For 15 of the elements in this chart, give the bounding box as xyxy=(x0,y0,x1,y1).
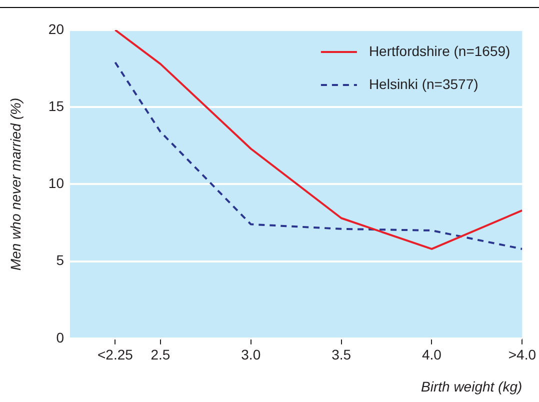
y-axis-title: Men who never married (%) xyxy=(7,98,24,271)
x-axis-title: Birth weight (kg) xyxy=(421,378,522,394)
y-tick-label: 10 xyxy=(48,175,64,192)
legend-label: Helsinki (n=3577) xyxy=(368,76,478,92)
x-tick-label: <2.25 xyxy=(98,346,134,363)
x-tick-label: 4.0 xyxy=(422,346,442,363)
x-tick-label: 2.5 xyxy=(150,346,170,363)
y-tick-label: 5 xyxy=(56,252,64,268)
y-tick-label: 20 xyxy=(48,20,64,37)
y-tick-label: 0 xyxy=(56,329,64,346)
x-tick-label: 3.0 xyxy=(241,346,261,363)
x-tick-label: 3.5 xyxy=(332,346,352,363)
legend-label: Hertfordshire (n=1659) xyxy=(368,42,510,59)
y-tick-label: 15 xyxy=(48,98,64,114)
x-tick-label: >4.0 xyxy=(508,346,536,363)
